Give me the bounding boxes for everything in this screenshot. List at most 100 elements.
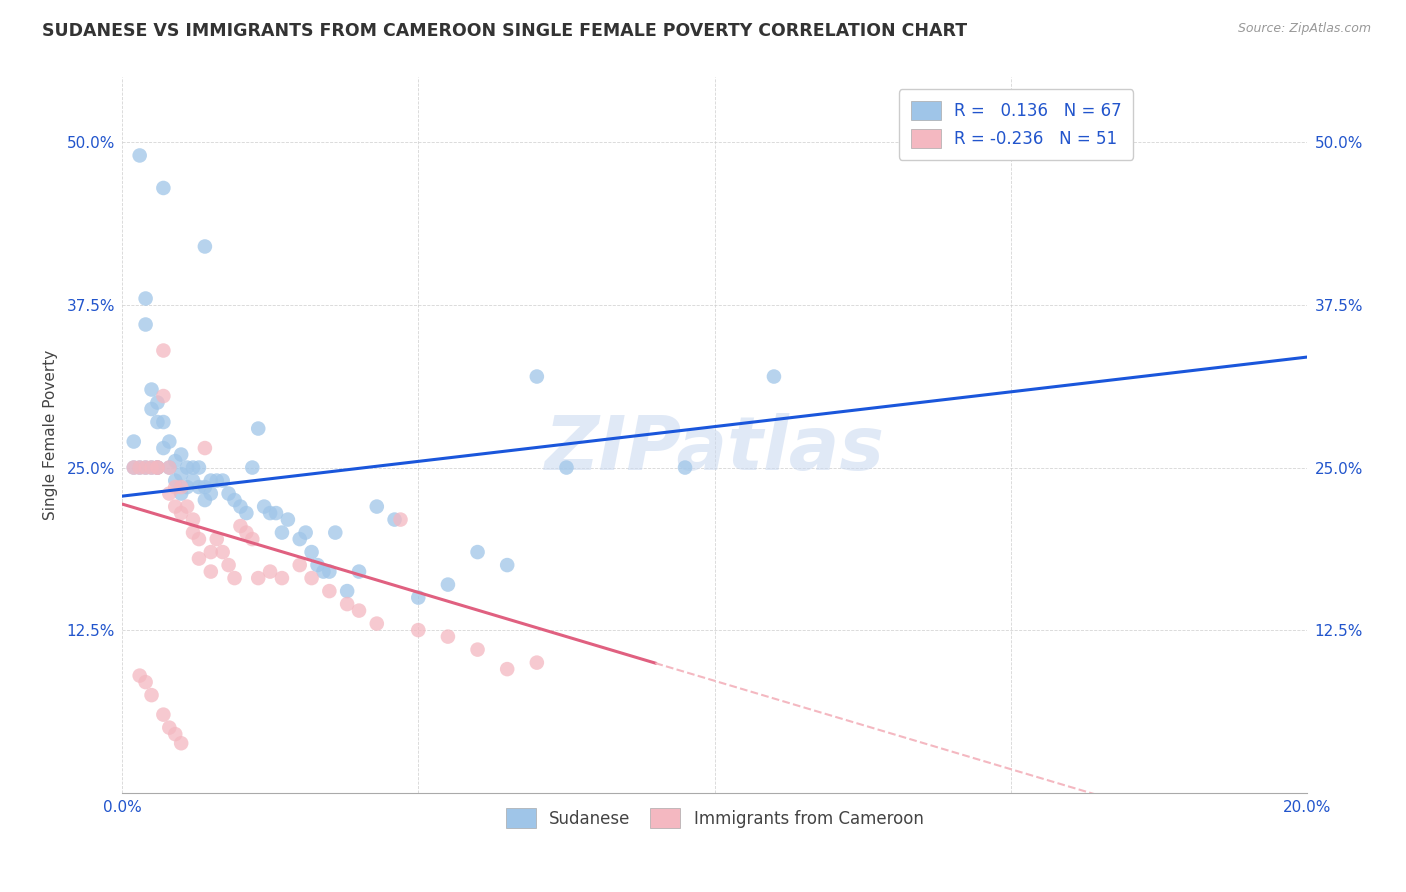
Point xyxy=(165,454,187,468)
Point xyxy=(141,460,163,475)
Point xyxy=(347,565,370,579)
Point xyxy=(188,551,211,566)
Point xyxy=(146,460,169,475)
Point xyxy=(170,486,193,500)
Point xyxy=(384,512,406,526)
Point xyxy=(141,402,163,417)
Point xyxy=(152,707,174,722)
Point xyxy=(170,467,193,481)
Point xyxy=(366,616,388,631)
Point xyxy=(467,545,489,559)
Point xyxy=(128,668,150,682)
Point xyxy=(135,318,157,332)
Point xyxy=(406,591,429,605)
Point xyxy=(122,460,145,475)
Text: SUDANESE VS IMMIGRANTS FROM CAMEROON SINGLE FEMALE POVERTY CORRELATION CHART: SUDANESE VS IMMIGRANTS FROM CAMEROON SIN… xyxy=(42,22,967,40)
Point xyxy=(307,558,329,573)
Point xyxy=(218,558,240,573)
Point xyxy=(200,545,222,559)
Point xyxy=(170,736,193,750)
Point xyxy=(437,577,460,591)
Point xyxy=(146,460,169,475)
Point xyxy=(181,512,204,526)
Point xyxy=(318,584,340,599)
Point xyxy=(406,623,429,637)
Point xyxy=(277,512,299,526)
Point xyxy=(240,532,263,546)
Point xyxy=(194,480,217,494)
Point xyxy=(181,460,204,475)
Point xyxy=(146,395,169,409)
Point xyxy=(673,460,696,475)
Point xyxy=(128,148,150,162)
Point xyxy=(170,448,193,462)
Text: Source: ZipAtlas.com: Source: ZipAtlas.com xyxy=(1237,22,1371,36)
Point xyxy=(122,434,145,449)
Point xyxy=(135,460,157,475)
Point xyxy=(259,565,281,579)
Point xyxy=(496,662,519,676)
Point xyxy=(141,383,163,397)
Point xyxy=(526,369,548,384)
Point xyxy=(165,727,187,741)
Point xyxy=(336,584,359,599)
Point xyxy=(218,486,240,500)
Point xyxy=(188,480,211,494)
Point xyxy=(301,545,323,559)
Point xyxy=(194,493,217,508)
Point xyxy=(194,239,217,253)
Point xyxy=(389,512,412,526)
Point xyxy=(205,474,228,488)
Point xyxy=(157,460,180,475)
Point xyxy=(253,500,276,514)
Point xyxy=(555,460,578,475)
Point xyxy=(165,474,187,488)
Point xyxy=(247,421,270,435)
Point xyxy=(146,415,169,429)
Point xyxy=(135,292,157,306)
Point xyxy=(264,506,287,520)
Point xyxy=(141,688,163,702)
Point xyxy=(288,558,311,573)
Point xyxy=(176,480,198,494)
Point xyxy=(135,460,157,475)
Point xyxy=(152,181,174,195)
Point xyxy=(122,460,145,475)
Point xyxy=(301,571,323,585)
Point xyxy=(141,460,163,475)
Point xyxy=(152,343,174,358)
Point xyxy=(176,500,198,514)
Point xyxy=(347,604,370,618)
Point xyxy=(181,525,204,540)
Point xyxy=(152,415,174,429)
Point xyxy=(229,519,252,533)
Legend: Sudanese, Immigrants from Cameroon: Sudanese, Immigrants from Cameroon xyxy=(499,802,931,834)
Point xyxy=(157,460,180,475)
Point xyxy=(366,500,388,514)
Point xyxy=(240,460,263,475)
Point xyxy=(235,525,257,540)
Point xyxy=(128,460,150,475)
Point xyxy=(259,506,281,520)
Point xyxy=(152,441,174,455)
Point xyxy=(181,474,204,488)
Point xyxy=(288,532,311,546)
Point xyxy=(176,460,198,475)
Point xyxy=(200,474,222,488)
Point xyxy=(188,532,211,546)
Point xyxy=(205,532,228,546)
Point xyxy=(318,565,340,579)
Point xyxy=(526,656,548,670)
Point xyxy=(294,525,316,540)
Point xyxy=(188,460,211,475)
Point xyxy=(170,480,193,494)
Point xyxy=(235,506,257,520)
Point xyxy=(271,571,294,585)
Point xyxy=(271,525,294,540)
Point xyxy=(211,474,233,488)
Point xyxy=(336,597,359,611)
Point xyxy=(135,675,157,690)
Point xyxy=(128,460,150,475)
Point xyxy=(152,389,174,403)
Point xyxy=(157,486,180,500)
